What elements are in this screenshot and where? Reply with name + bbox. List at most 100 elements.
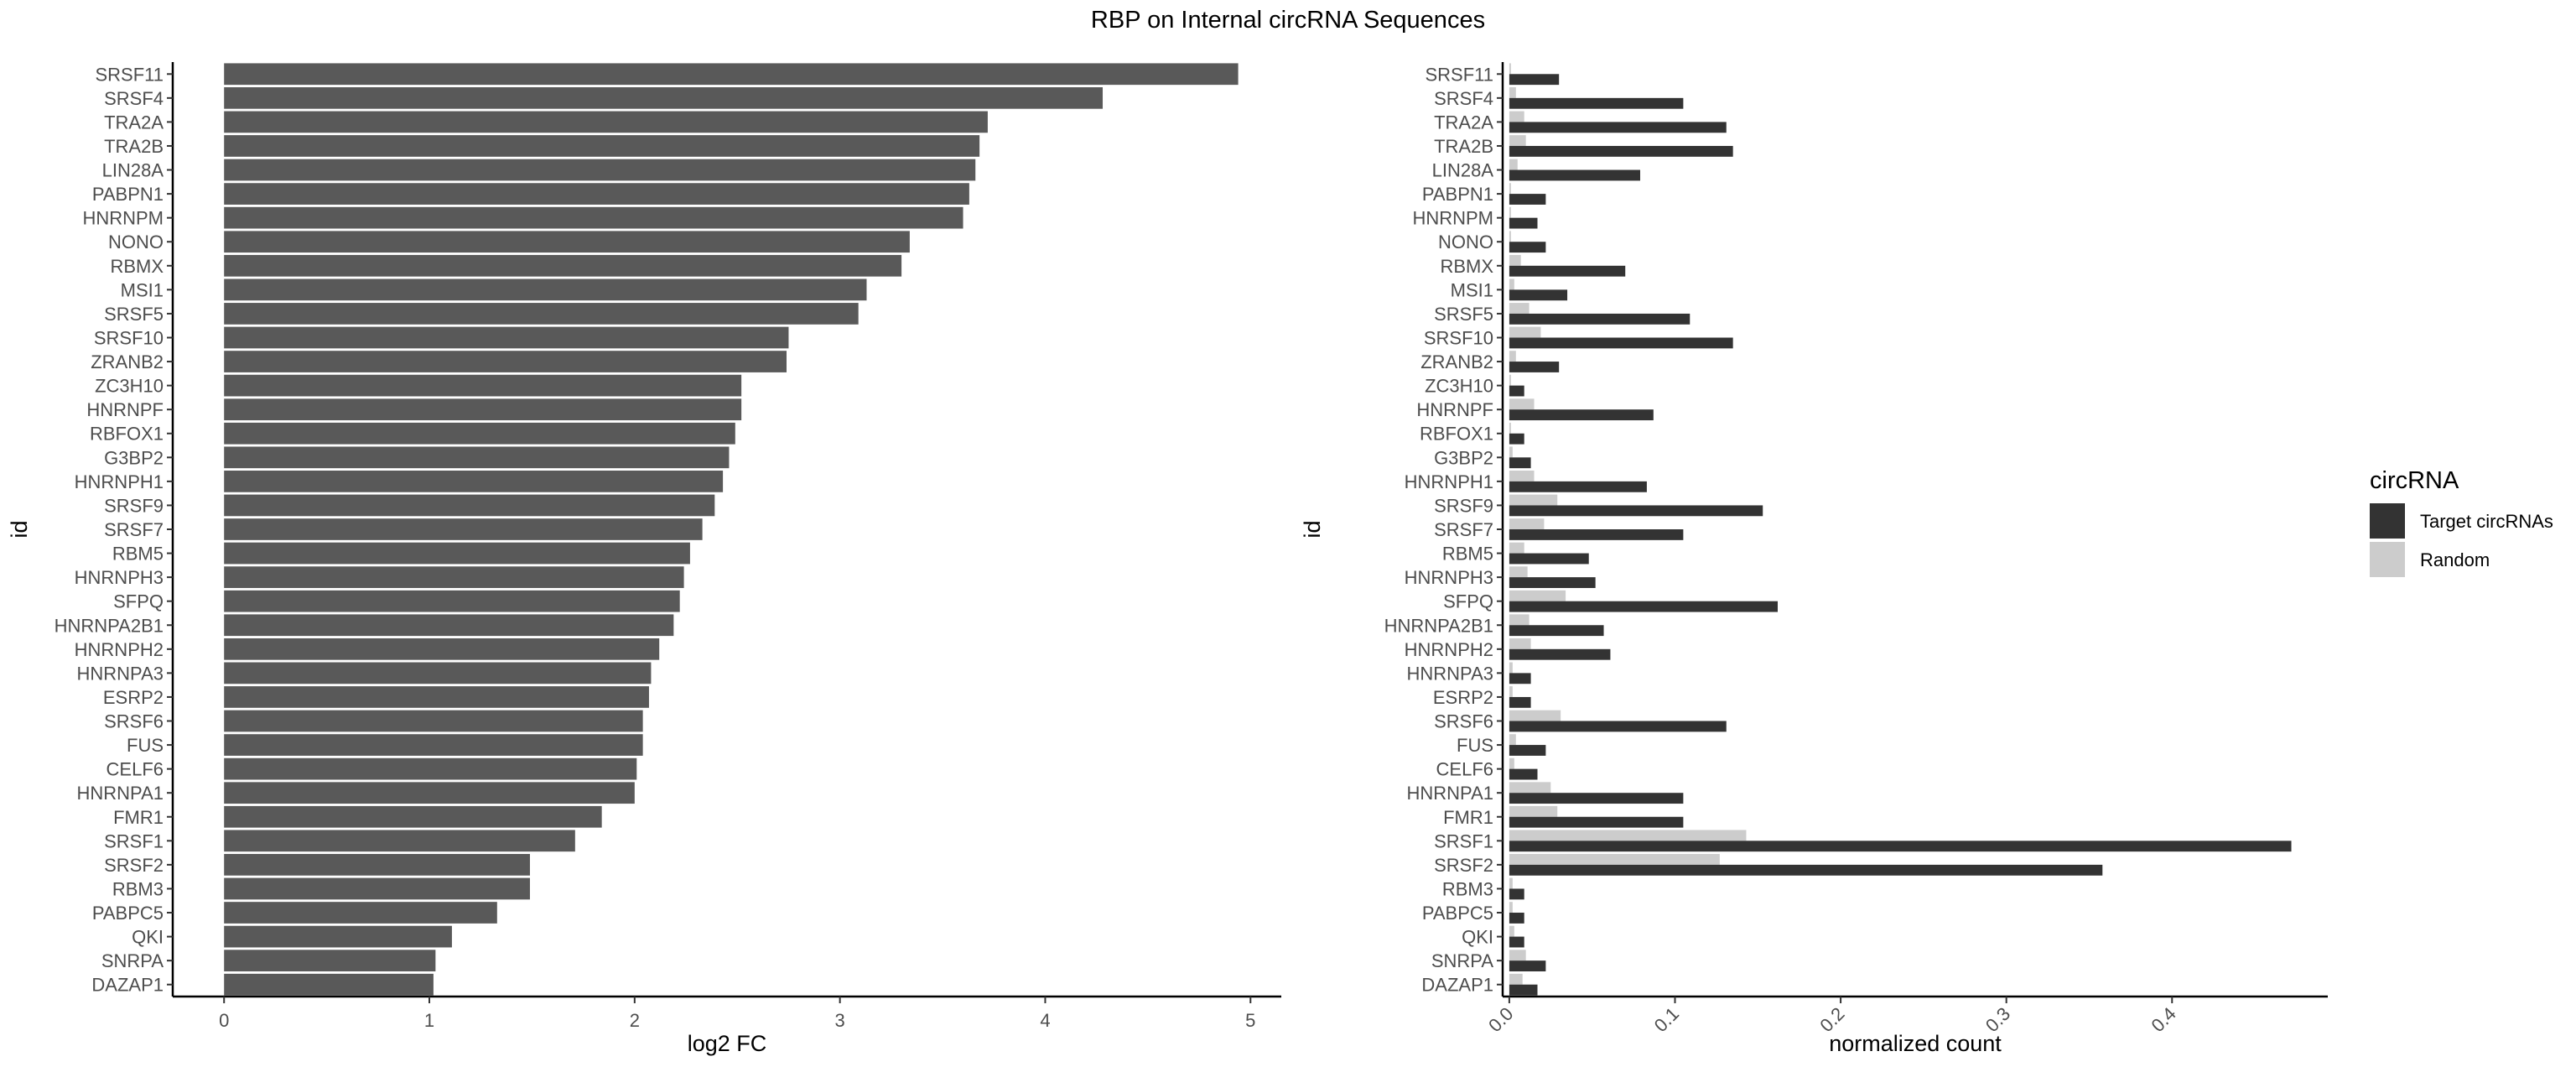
bar — [1509, 973, 1523, 985]
bar — [1509, 745, 1546, 756]
x-tick-label: 4 — [1040, 1010, 1050, 1031]
y-tick-label: LIN28A — [1432, 160, 1494, 181]
bar — [1509, 505, 1763, 517]
y-tick-label: QKI — [132, 927, 164, 948]
bar — [1509, 854, 1720, 865]
bar — [1509, 936, 1524, 948]
legend-title: circRNA — [2370, 467, 2459, 494]
bar — [1509, 278, 1514, 290]
bar — [224, 925, 452, 948]
y-tick-label: SRSF9 — [1434, 495, 1493, 516]
y-tick-label: MSI1 — [121, 279, 164, 300]
bar — [1509, 351, 1516, 362]
bar — [1509, 913, 1524, 924]
y-tick-label: SNRPA — [101, 950, 164, 971]
bar — [224, 950, 436, 972]
bar — [224, 494, 715, 517]
bar — [224, 973, 434, 996]
legend-key-target — [2370, 503, 2405, 539]
bar — [1509, 841, 2292, 852]
y-tick-label: SFPQ — [1443, 591, 1493, 612]
y-tick-label: RBM5 — [1442, 544, 1493, 565]
y-tick-label: MSI1 — [1451, 279, 1493, 300]
y-tick-label: HNRNPA2B1 — [55, 615, 164, 636]
bar — [1509, 433, 1524, 445]
y-axis-title: id — [1300, 520, 1325, 538]
bar — [1509, 231, 1511, 242]
bar — [224, 710, 643, 732]
y-tick-label: HNRNPH2 — [1405, 639, 1493, 660]
y-tick-label: SRSF10 — [1424, 327, 1493, 348]
y-tick-label: HNRNPH1 — [1405, 471, 1493, 492]
bar — [1509, 135, 1526, 146]
bar — [224, 830, 575, 852]
bar — [224, 254, 902, 277]
y-tick-label: RBFOX1 — [1420, 424, 1493, 445]
y-tick-label: PABPC5 — [1422, 903, 1493, 924]
bar — [1509, 159, 1518, 170]
bar — [224, 159, 976, 181]
bar — [224, 398, 742, 421]
bar — [1509, 242, 1546, 253]
y-tick-label: TRA2B — [1434, 136, 1493, 157]
bar — [1509, 902, 1513, 913]
bar — [1509, 648, 1611, 660]
y-tick-label: SRSF9 — [104, 495, 164, 516]
bar — [1509, 816, 1684, 828]
bar — [1509, 457, 1531, 469]
y-tick-label: ZC3H10 — [1425, 376, 1493, 397]
bar — [1509, 303, 1530, 314]
bar — [224, 183, 969, 205]
y-tick-label: FUS — [1457, 735, 1493, 756]
bar — [1509, 446, 1513, 458]
y-tick-label: SRSF1 — [104, 830, 164, 851]
bar — [224, 471, 724, 492]
bar — [1509, 145, 1733, 157]
y-tick-label: NONO — [108, 232, 164, 252]
y-tick-label: DAZAP1 — [91, 975, 164, 996]
legend: circRNA Target circRNAs Random — [2370, 467, 2553, 577]
bar — [1509, 590, 1566, 601]
bar — [1509, 362, 1560, 372]
y-tick-label: SRSF2 — [104, 855, 164, 876]
x-tick-label: 0.4 — [2147, 1003, 2179, 1036]
y-tick-label: SRSF4 — [1434, 88, 1493, 109]
bar — [224, 446, 730, 469]
y-tick-label: HNRNPH1 — [75, 471, 164, 492]
bar — [1509, 254, 1521, 266]
bar — [1509, 169, 1640, 181]
bar — [1509, 481, 1647, 492]
bar — [224, 734, 643, 756]
bar — [224, 231, 910, 253]
y-tick-label: ZRANB2 — [1420, 351, 1493, 372]
x-tick-label: 1 — [424, 1010, 434, 1031]
y-tick-label: CELF6 — [106, 759, 164, 780]
normalized-count-panel: SRSF11 SRSF4 TRA2A TRA2B LIN28A PABPN1 HNRNPM N… — [1300, 62, 2328, 1056]
bar — [1509, 289, 1568, 301]
bar — [224, 638, 660, 660]
x-tick-label: 2 — [630, 1010, 640, 1031]
bar — [224, 757, 637, 780]
bar — [1509, 696, 1531, 708]
legend-label-random: Random — [2420, 549, 2490, 570]
bar — [224, 590, 680, 612]
y-tick-label: HNRNPA1 — [76, 783, 164, 804]
bar — [1509, 662, 1513, 674]
bar — [1509, 925, 1514, 937]
bar — [1509, 409, 1654, 421]
y-tick-label: HNRNPA3 — [76, 663, 164, 684]
x-axis-title: log2 FC — [688, 1031, 767, 1056]
bar — [1509, 542, 1524, 554]
bar — [1509, 86, 1516, 98]
bar — [224, 518, 703, 540]
y-tick-label: RBFOX1 — [90, 424, 164, 445]
bar — [224, 542, 690, 565]
bar — [1509, 830, 1747, 841]
y-tick-label: PABPN1 — [92, 184, 164, 205]
y-tick-label: G3BP2 — [104, 447, 164, 468]
bar — [224, 278, 867, 301]
y-tick-label: RBMX — [110, 256, 164, 277]
bar — [224, 902, 497, 924]
bar — [1509, 553, 1589, 565]
